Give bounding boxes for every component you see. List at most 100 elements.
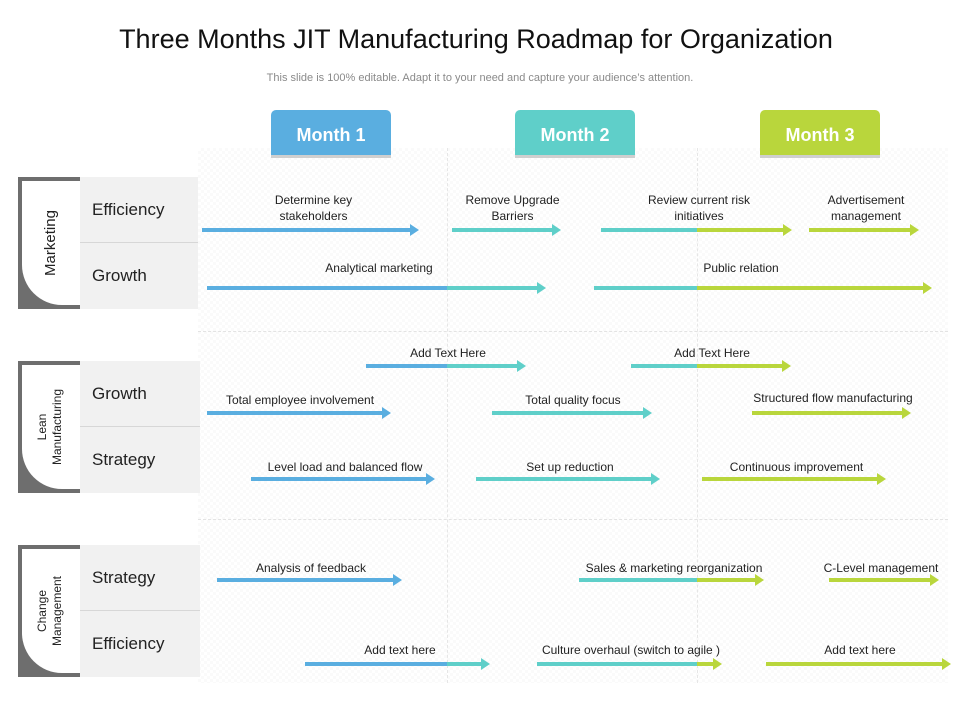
- task-label-line: stakeholders: [279, 209, 348, 223]
- page-subtitle: This slide is 100% editable. Adapt it to…: [266, 72, 694, 84]
- task-label-line: Total employee involvement: [225, 393, 375, 407]
- task-label: Analytical marketing: [300, 260, 458, 276]
- task-arrow-segment: [702, 477, 878, 481]
- task-label: Total employee involvement: [208, 392, 392, 408]
- arrow-head-icon: [537, 282, 546, 294]
- task-label-line: Review current risk: [647, 193, 751, 207]
- task-label-line: Total quality focus: [525, 393, 621, 407]
- row-separator: [80, 426, 200, 427]
- arrow-head-icon: [783, 224, 792, 236]
- task-label-line: Barriers: [491, 209, 534, 223]
- task-label-line: Culture overhaul (switch to agile ): [541, 643, 721, 657]
- month-divider: [447, 148, 448, 683]
- task-label: Culture overhaul (switch to agile ): [532, 642, 730, 658]
- group-marketing: Marketing: [18, 177, 80, 309]
- arrow-head-icon: [782, 360, 791, 372]
- task-arrow-segment: [447, 364, 518, 368]
- task-arrow-segment: [697, 578, 756, 582]
- task-label-line: Continuous improvement: [729, 460, 864, 474]
- group-marketing-tab: [22, 181, 80, 305]
- task-arrow-segment: [305, 662, 447, 666]
- group-label-line: Change: [35, 589, 49, 633]
- arrow-head-icon: [481, 658, 490, 670]
- group-lean-manufacturing: Lean Manufacturing: [18, 361, 80, 493]
- task-label-line: Set up reduction: [526, 460, 614, 474]
- group-divider: [198, 331, 948, 332]
- task-arrow-segment: [697, 364, 783, 368]
- task-arrow-segment: [217, 578, 394, 582]
- task-label-line: Remove Upgrade: [465, 193, 560, 207]
- task-arrow-segment: [366, 364, 447, 368]
- month-3-header: Month 3: [760, 110, 880, 158]
- task-label-line: Add Text Here: [410, 346, 486, 360]
- task-arrow-segment: [579, 578, 697, 582]
- month-1-header: Month 1: [271, 110, 391, 158]
- task-label-line: Add text here: [824, 643, 896, 657]
- task-label: Determine key stakeholders: [222, 192, 405, 224]
- task-label: Analysis of feedback: [220, 560, 402, 576]
- arrow-head-icon: [877, 473, 886, 485]
- arrow-head-icon: [382, 407, 391, 419]
- group-label-line: Lean: [35, 413, 49, 441]
- task-label: Review current risk initiatives: [620, 192, 778, 224]
- task-arrow-segment: [697, 228, 784, 232]
- task-label: Add text here: [770, 642, 950, 658]
- task-label-line: Level load and balanced flow: [267, 460, 423, 474]
- arrow-head-icon: [643, 407, 652, 419]
- month-2-header: Month 2: [515, 110, 635, 158]
- task-label-line: Analysis of feedback: [255, 561, 367, 575]
- task-label: C-Level management: [816, 560, 946, 576]
- group-label-line: Management: [50, 575, 64, 647]
- arrow-head-icon: [902, 407, 911, 419]
- task-arrow-segment: [601, 228, 697, 232]
- task-arrow-segment: [594, 286, 697, 290]
- task-label: Set up reduction: [480, 459, 660, 475]
- task-label: Level load and balanced flow: [250, 459, 440, 475]
- arrow-head-icon: [910, 224, 919, 236]
- group-lean-manufacturing-tab: [22, 365, 80, 489]
- arrow-head-icon: [755, 574, 764, 586]
- task-arrow-segment: [631, 364, 697, 368]
- group-lean-manufacturing-label: Lean Manufacturing: [35, 365, 67, 489]
- group-change-management-label: Change Management: [35, 549, 67, 673]
- row-label-efficiency: Efficiency: [80, 611, 200, 677]
- task-label: Public relation: [650, 260, 832, 276]
- month-3-label: Month 3: [785, 125, 855, 145]
- task-arrow-segment: [476, 477, 652, 481]
- task-arrow-segment: [447, 286, 538, 290]
- month-2-label: Month 2: [540, 125, 610, 145]
- task-arrow-segment: [752, 411, 903, 415]
- task-arrow-segment: [697, 662, 714, 666]
- arrow-head-icon: [923, 282, 932, 294]
- task-label-line: initiatives: [674, 209, 724, 223]
- month-divider: [697, 148, 698, 683]
- task-arrow-segment: [452, 228, 553, 232]
- group-label-line: Marketing: [42, 210, 59, 276]
- task-label-line: Sales & marketing reorganization: [585, 561, 763, 575]
- task-label: Add text here: [312, 642, 488, 658]
- task-arrow-segment: [207, 411, 383, 415]
- task-label-line: Advertisement: [827, 193, 905, 207]
- month-1-label: Month 1: [296, 125, 366, 145]
- arrow-head-icon: [517, 360, 526, 372]
- timeline-background: [198, 148, 948, 683]
- row-label-efficiency: Efficiency: [80, 177, 198, 242]
- task-label: Add Text Here: [642, 345, 782, 361]
- task-label-line: Public relation: [703, 261, 779, 275]
- arrow-head-icon: [393, 574, 402, 586]
- task-label: Advertisement management: [790, 192, 942, 224]
- task-label-line: Structured flow manufacturing: [753, 391, 913, 405]
- task-label-line: management: [830, 209, 902, 223]
- task-label-line: C-Level management: [823, 561, 939, 575]
- arrow-head-icon: [651, 473, 660, 485]
- row-label-growth: Growth: [80, 361, 200, 426]
- group-marketing-label: Marketing: [41, 181, 61, 305]
- task-label: Sales & marketing reorganization: [576, 560, 772, 576]
- task-label-line: Add Text Here: [674, 346, 750, 360]
- row-separator: [80, 242, 198, 243]
- arrow-head-icon: [410, 224, 419, 236]
- group-divider: [198, 519, 948, 520]
- group-label-line: Manufacturing: [50, 388, 64, 466]
- arrow-head-icon: [426, 473, 435, 485]
- task-label: Continuous improvement: [700, 459, 893, 475]
